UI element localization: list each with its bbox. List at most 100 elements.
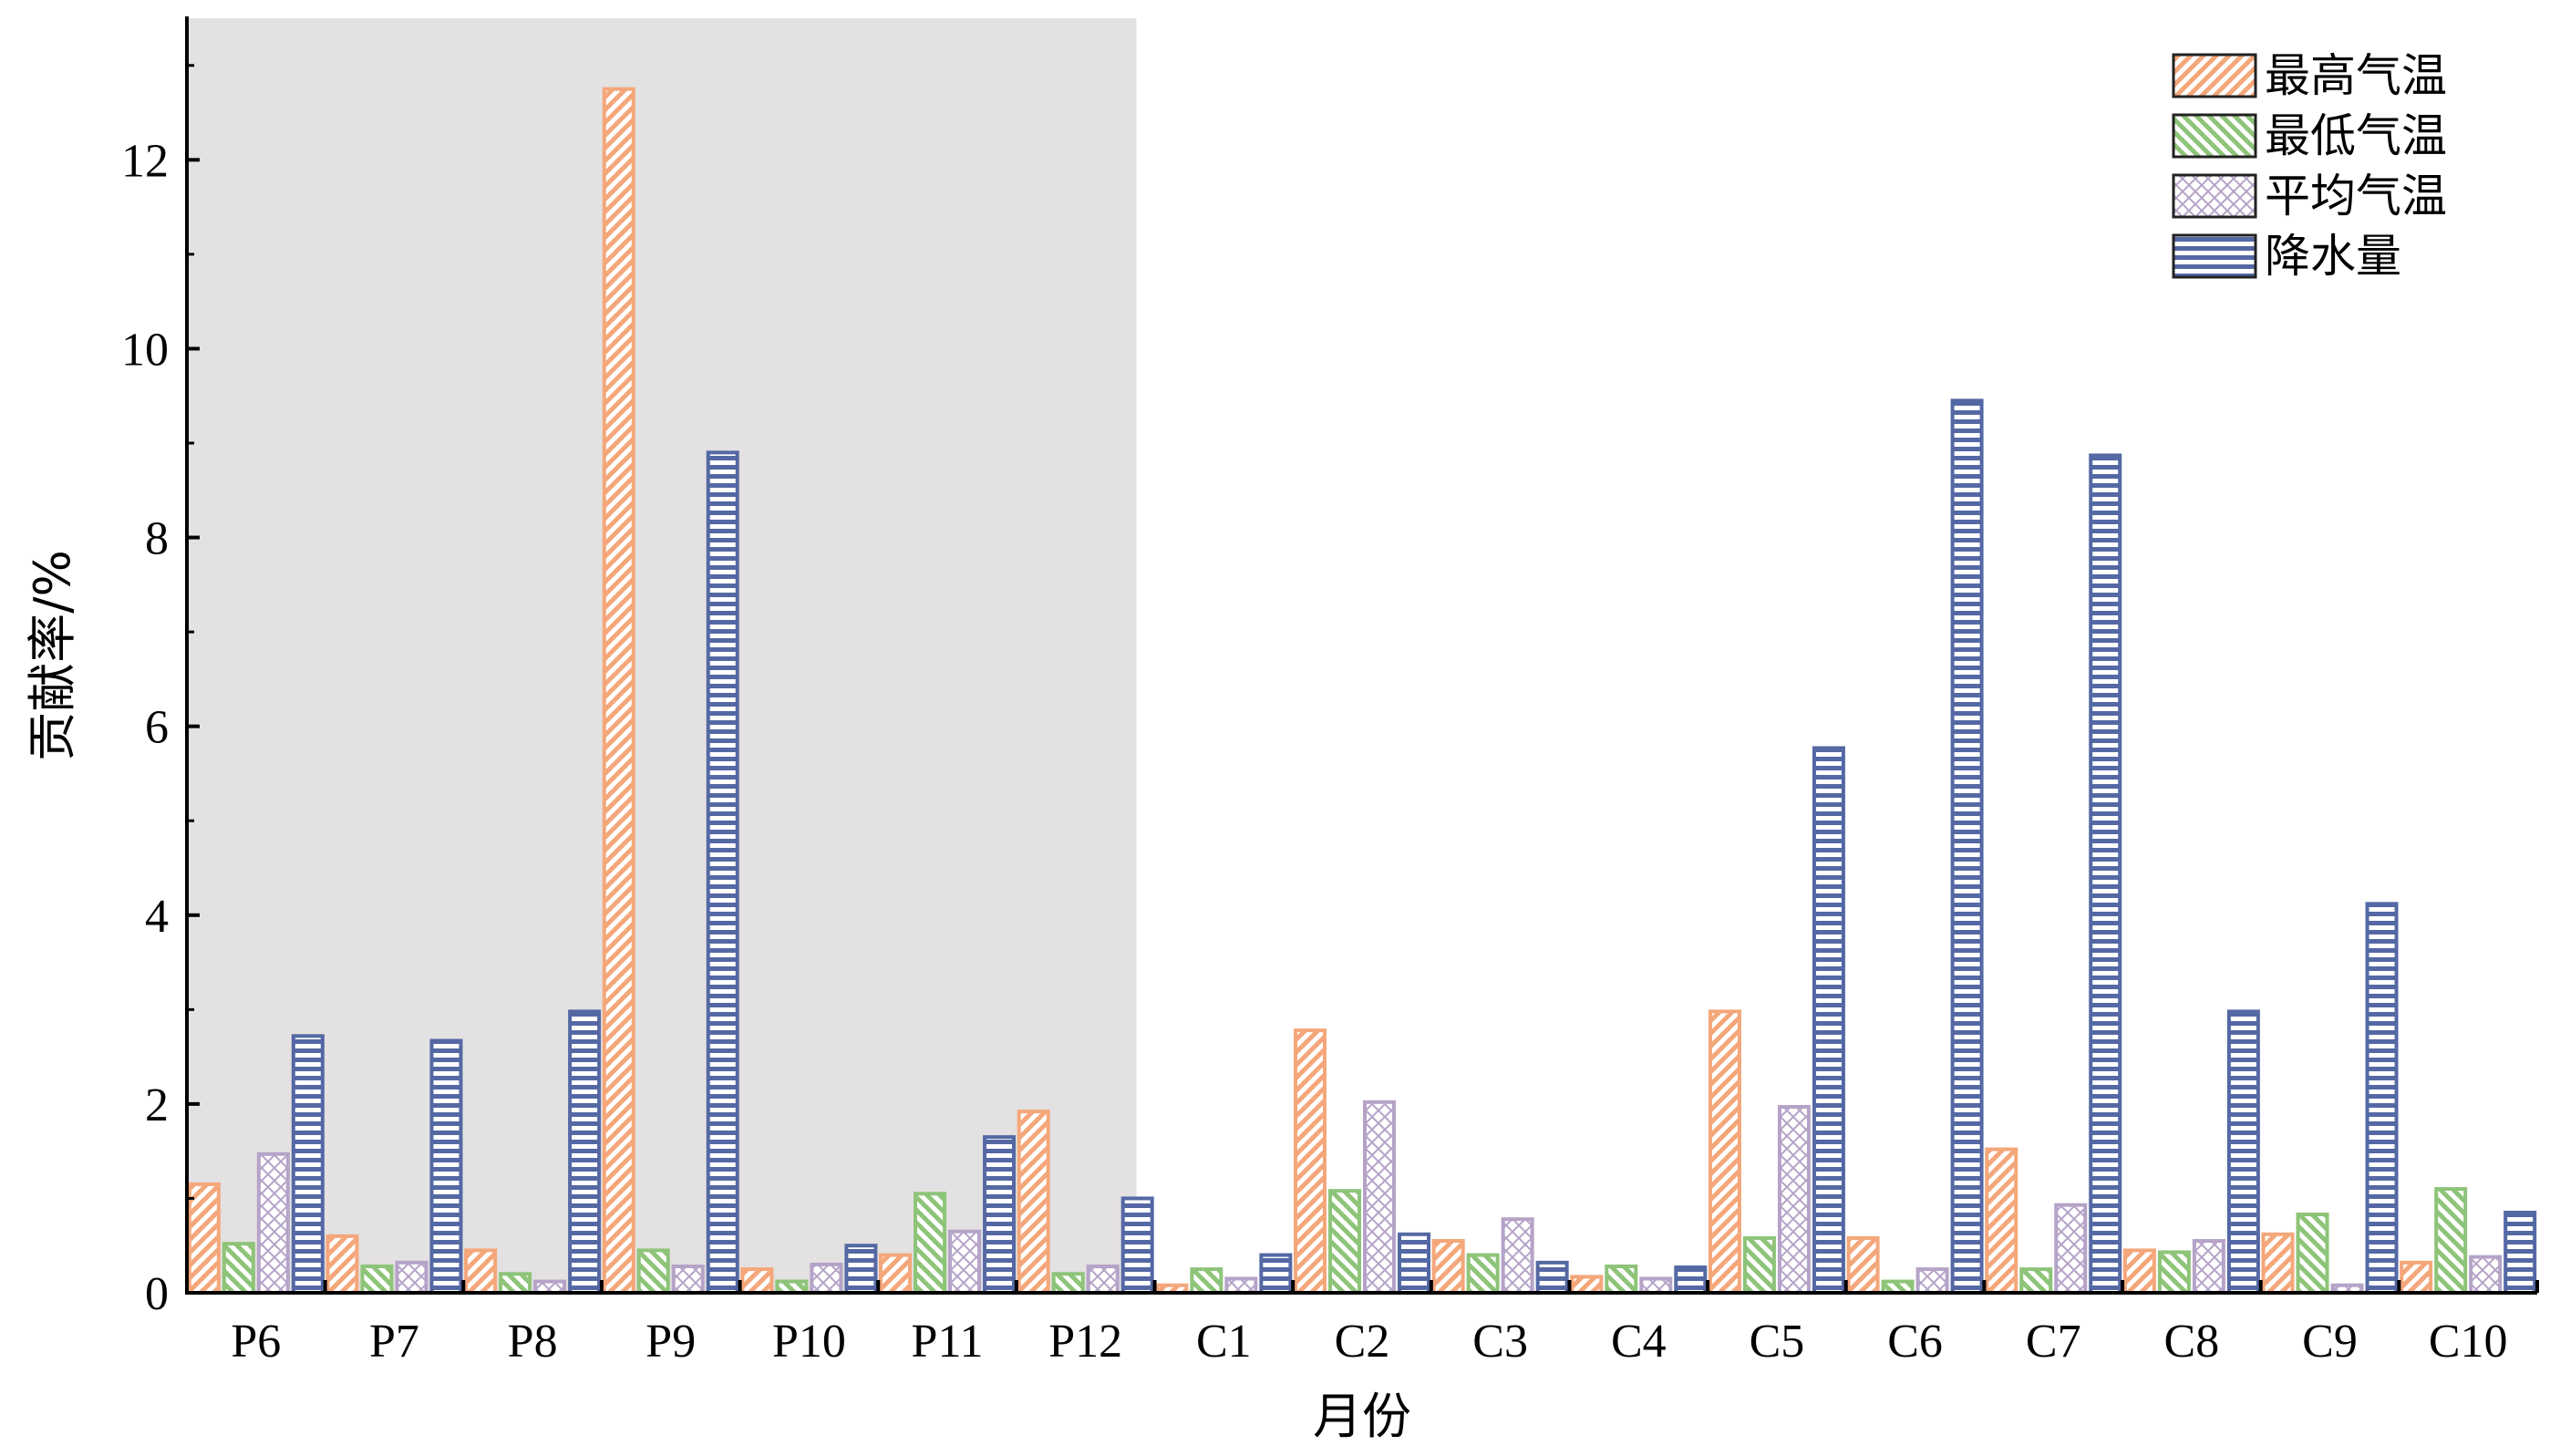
legend-label-3: 降水量 xyxy=(2265,230,2401,283)
x-axis-label: 月份 xyxy=(1313,1388,1411,1445)
bar-C3-1 xyxy=(1466,1253,1500,1295)
x-tick-label-P7: P7 xyxy=(369,1316,419,1368)
x-tick-label-P9: P9 xyxy=(645,1316,696,1368)
x-tick-label-P11: P11 xyxy=(912,1316,984,1368)
bar-C7-2 xyxy=(2054,1203,2088,1296)
bar-C2-3 xyxy=(1398,1232,1430,1295)
x-tick-label-C7: C7 xyxy=(2026,1316,2081,1368)
bar-C1-3 xyxy=(1259,1253,1293,1295)
bar-P9-2 xyxy=(671,1265,705,1295)
bar-C10-2 xyxy=(2469,1255,2503,1296)
bar-C8-2 xyxy=(2192,1239,2225,1295)
bar-C7-3 xyxy=(2089,453,2122,1295)
y-tick-label: 10 xyxy=(121,324,169,376)
bar-C10-1 xyxy=(2434,1187,2468,1295)
y-tick-label: 4 xyxy=(145,891,169,943)
bar-C8-1 xyxy=(2157,1250,2191,1295)
bar-P7-1 xyxy=(360,1265,394,1295)
bar-P6-1 xyxy=(222,1242,255,1296)
bar-C10-3 xyxy=(2504,1210,2537,1296)
bar-C6-0 xyxy=(1846,1235,1880,1295)
bar-P9-0 xyxy=(602,87,635,1296)
x-tick-label-C3: C3 xyxy=(1472,1316,1528,1368)
bar-C3-3 xyxy=(1535,1260,1569,1295)
x-tick-label-C9: C9 xyxy=(2302,1316,2358,1368)
bar-P8-1 xyxy=(499,1272,532,1296)
legend-swatch-0 xyxy=(2172,53,2257,98)
bar-C1-1 xyxy=(1190,1267,1223,1295)
x-tick-label-C4: C4 xyxy=(1611,1316,1667,1368)
legend-swatch-3 xyxy=(2172,233,2257,279)
bar-P9-1 xyxy=(636,1248,670,1296)
bar-C6-3 xyxy=(1950,398,1984,1295)
bar-P12-3 xyxy=(1120,1196,1154,1296)
x-tick-label-C8: C8 xyxy=(2164,1316,2220,1368)
bar-P7-0 xyxy=(325,1234,359,1296)
legend-swatch-2 xyxy=(2172,173,2257,219)
bar-C4-2 xyxy=(1639,1276,1673,1296)
bar-C5-2 xyxy=(1777,1104,1811,1296)
bar-C4-3 xyxy=(1674,1265,1708,1296)
bar-C9-0 xyxy=(2261,1232,2295,1295)
y-tick-label: 0 xyxy=(145,1268,169,1320)
x-tick-label-P12: P12 xyxy=(1048,1316,1122,1368)
legend-label-0: 最高气温 xyxy=(2265,49,2447,102)
bar-C3-0 xyxy=(1431,1239,1465,1295)
ticks-layer: 0 2 4 6 8 10 12 P6 P7 P8 P9 P10 P11 P12 C1 C2 C3 C4 C5 C6 C7… xyxy=(121,64,2539,1368)
bar-C2-0 xyxy=(1294,1028,1327,1296)
bar-P6-2 xyxy=(256,1151,290,1295)
axes-layer xyxy=(185,16,2537,1295)
bar-P11-2 xyxy=(948,1229,982,1295)
bar-C5-1 xyxy=(1742,1235,1776,1295)
bar-C7-1 xyxy=(2019,1267,2053,1295)
bar-P6-3 xyxy=(291,1034,325,1295)
bar-P11-1 xyxy=(914,1192,947,1296)
x-tick-label-C1: C1 xyxy=(1196,1316,1252,1368)
bar-C6-2 xyxy=(1915,1267,1949,1295)
bar-C8-0 xyxy=(2122,1248,2156,1296)
x-tick-label-P10: P10 xyxy=(772,1316,846,1368)
bar-P10-3 xyxy=(844,1244,878,1295)
y-tick-label: 6 xyxy=(145,702,169,754)
bar-C4-1 xyxy=(1605,1265,1638,1295)
bar-C10-0 xyxy=(2400,1260,2433,1295)
y-tick-label: 2 xyxy=(145,1079,169,1131)
bar-C8-3 xyxy=(2226,1009,2260,1295)
bar-C9-3 xyxy=(2365,902,2399,1296)
bar-P11-3 xyxy=(983,1135,1017,1295)
bar-C3-2 xyxy=(1501,1217,1534,1296)
legend-label-2: 平均气温 xyxy=(2265,170,2447,222)
bar-P10-0 xyxy=(740,1267,774,1295)
shaded-region xyxy=(187,18,1137,1293)
bar-C2-2 xyxy=(1363,1100,1396,1295)
bar-C4-0 xyxy=(1570,1275,1604,1295)
bar-P10-2 xyxy=(810,1262,843,1296)
bar-C5-3 xyxy=(1812,746,1845,1295)
bar-P11-0 xyxy=(879,1253,913,1295)
bar-C2-1 xyxy=(1328,1189,1361,1296)
x-tick-label-P8: P8 xyxy=(508,1316,558,1368)
legend-swatch-1 xyxy=(2172,113,2257,159)
bar-P9-3 xyxy=(706,450,739,1296)
bar-P7-3 xyxy=(429,1038,463,1296)
bar-C5-0 xyxy=(1708,1009,1741,1295)
bar-P12-2 xyxy=(1086,1265,1120,1295)
y-axis-label: 贡献率/% xyxy=(24,550,81,761)
legend-label-1: 最低气温 xyxy=(2265,109,2447,162)
x-tick-label-P6: P6 xyxy=(231,1316,281,1368)
bar-P12-1 xyxy=(1051,1272,1085,1296)
x-tick-label-C2: C2 xyxy=(1335,1316,1390,1368)
y-tick-label: 12 xyxy=(121,135,169,187)
bar-P8-0 xyxy=(464,1248,498,1296)
bar-P6-0 xyxy=(187,1182,221,1296)
bar-P8-3 xyxy=(568,1009,602,1295)
x-tick-label-C6: C6 xyxy=(1887,1316,1943,1368)
bar-P7-2 xyxy=(395,1260,428,1295)
x-tick-label-C5: C5 xyxy=(1750,1316,1805,1368)
bar-P12-0 xyxy=(1017,1110,1050,1295)
bar-C9-1 xyxy=(2296,1213,2329,1295)
bar-C7-0 xyxy=(1985,1147,2018,1296)
x-tick-label-C10: C10 xyxy=(2429,1316,2508,1368)
